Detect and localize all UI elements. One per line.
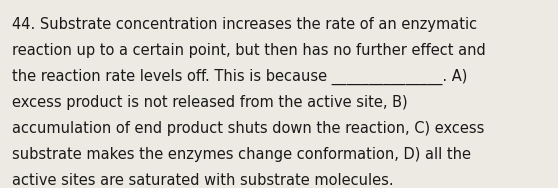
Text: the reaction rate levels off. This is because _______________. A): the reaction rate levels off. This is be… (12, 69, 468, 85)
Text: accumulation of end product shuts down the reaction, C) excess: accumulation of end product shuts down t… (12, 121, 485, 136)
Text: active sites are saturated with substrate molecules.: active sites are saturated with substrat… (12, 173, 394, 188)
Text: 44. Substrate concentration increases the rate of an enzymatic: 44. Substrate concentration increases th… (12, 17, 478, 32)
Text: excess product is not released from the active site, B): excess product is not released from the … (12, 95, 408, 110)
Text: substrate makes the enzymes change conformation, D) all the: substrate makes the enzymes change confo… (12, 147, 472, 162)
Text: reaction up to a certain point, but then has no further effect and: reaction up to a certain point, but then… (12, 43, 486, 58)
